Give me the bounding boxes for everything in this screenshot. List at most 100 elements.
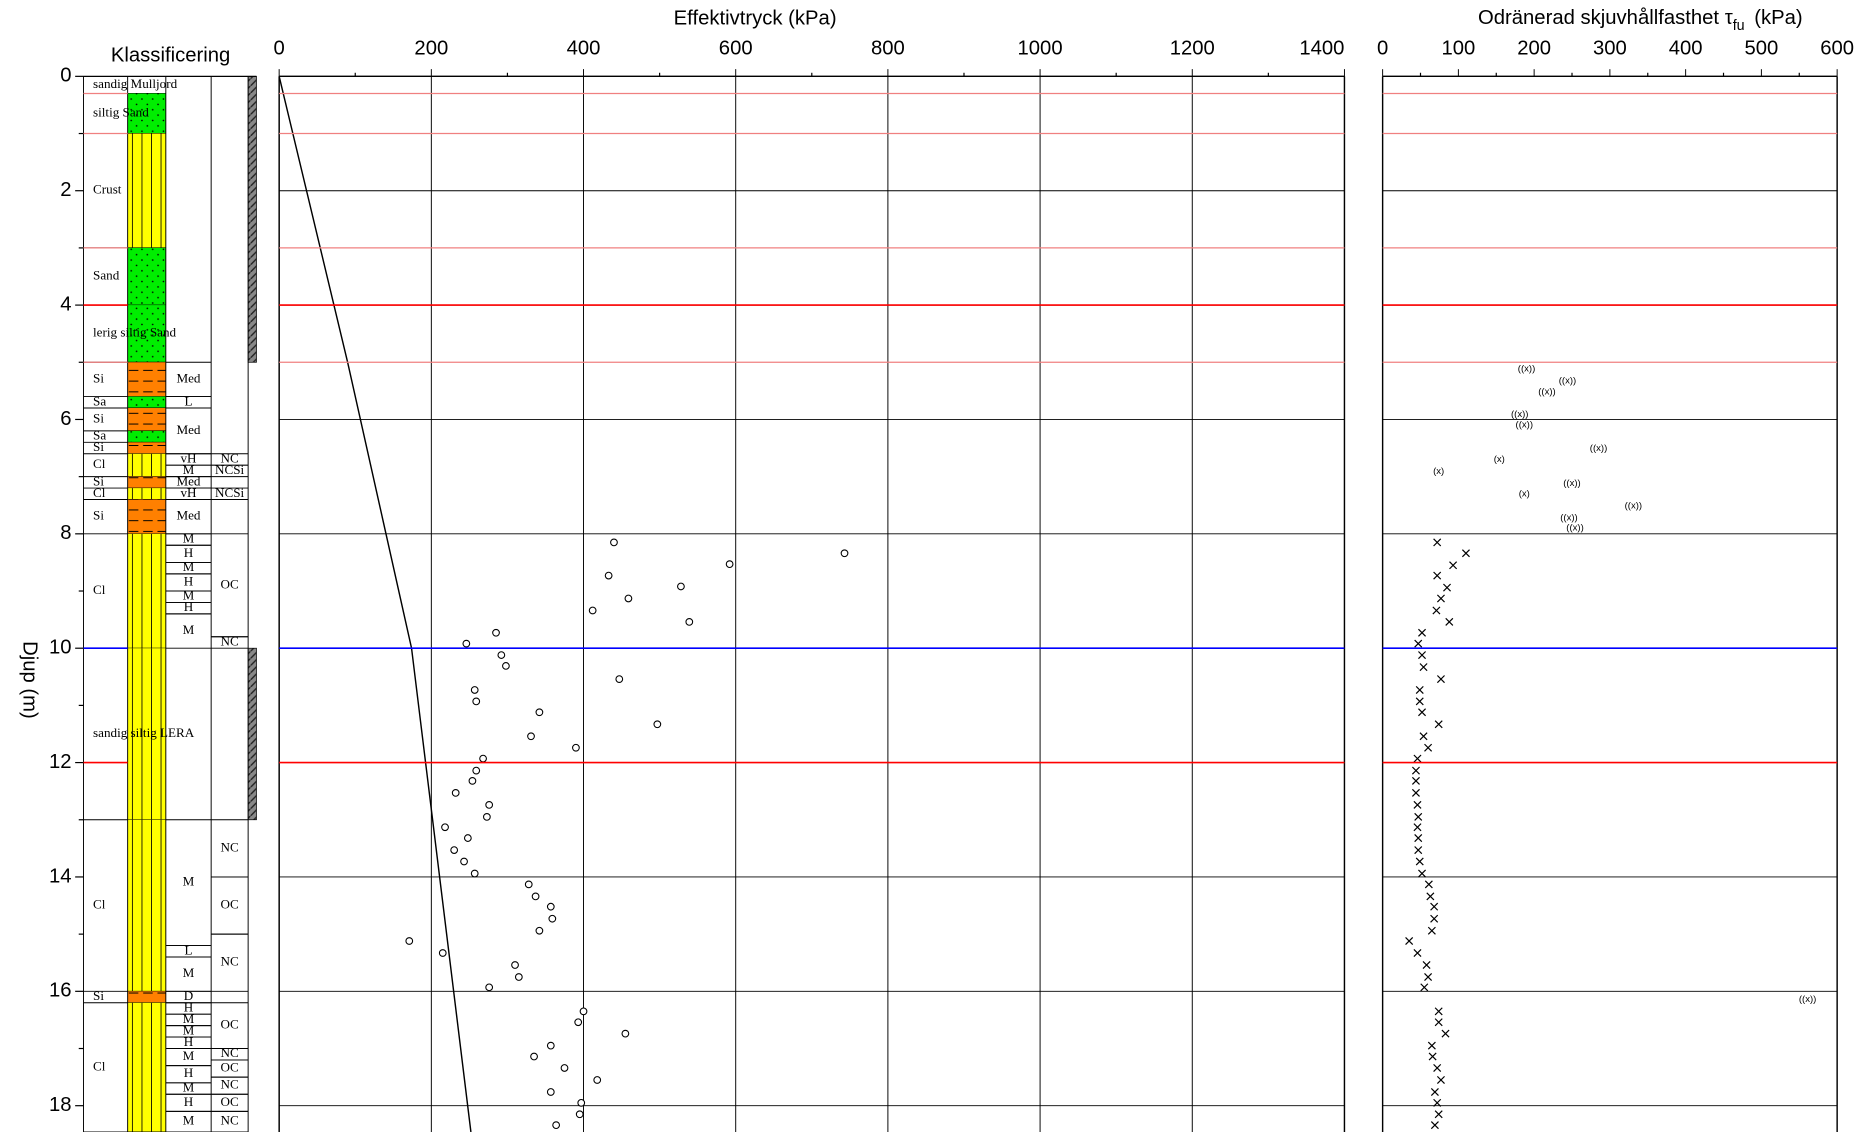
pressure-point xyxy=(577,1098,586,1107)
shear-point xyxy=(1432,606,1441,615)
layer-label: Si xyxy=(93,988,104,1003)
strength-label: D xyxy=(184,988,193,1003)
pressure-point xyxy=(624,594,633,603)
shear-point xyxy=(1430,1121,1439,1130)
shear-point-label: ((x)) xyxy=(1511,409,1528,420)
pressure-point xyxy=(579,1007,588,1016)
history-label: NC xyxy=(221,839,239,854)
pressure-point xyxy=(546,1088,555,1096)
history-label: NC xyxy=(221,954,239,969)
x-tick-label: 400 xyxy=(1669,37,1703,59)
shear-point xyxy=(1414,639,1423,648)
pressure-point xyxy=(462,639,471,648)
x-tick-label: 100 xyxy=(1441,37,1475,59)
soil-pattern xyxy=(127,476,166,489)
pressure-point xyxy=(497,651,506,659)
shear-point xyxy=(1413,754,1422,763)
soil-pattern xyxy=(127,430,166,443)
shear-title-unit: (kPa) xyxy=(1754,7,1802,29)
shear-point xyxy=(1411,788,1420,797)
strength-label: Med xyxy=(176,370,200,385)
x-tick-label: 600 xyxy=(1820,37,1854,59)
layer-label: Cl xyxy=(93,485,106,500)
history-label: NC xyxy=(221,634,239,649)
pressure-point xyxy=(546,902,555,911)
pressure-point xyxy=(502,662,510,670)
soil-pattern xyxy=(127,533,166,649)
depth-axis-label: Djup (m) xyxy=(18,641,40,719)
history-label: NC xyxy=(221,1077,239,1092)
shear-point xyxy=(1424,743,1433,752)
strength-label: H xyxy=(184,1065,194,1080)
y-tick-label: 10 xyxy=(49,637,72,659)
strength-label: M xyxy=(183,1011,195,1026)
strength-label: L xyxy=(184,942,192,957)
shear-point-label: ((x)) xyxy=(1516,420,1533,431)
pressure-point xyxy=(472,766,481,775)
shear-point xyxy=(1414,846,1423,855)
strength-label: M xyxy=(183,462,195,477)
shear-point-label: ((x)) xyxy=(1559,376,1576,387)
strength-label: vH xyxy=(180,451,197,466)
soil-pattern xyxy=(127,453,166,477)
sample-interval xyxy=(247,647,257,821)
strength-label: vH xyxy=(180,485,197,500)
shear-point xyxy=(1419,663,1428,672)
soil-pattern xyxy=(127,499,166,534)
strength-label: M xyxy=(183,1022,195,1037)
x-tick-label: 1000 xyxy=(1018,37,1063,59)
x-tick-label: 1200 xyxy=(1170,37,1215,59)
shear-point xyxy=(1414,834,1423,843)
y-tick-label: 16 xyxy=(49,980,72,1002)
strength-label: Med xyxy=(176,473,200,488)
classification-title: Klassificering xyxy=(111,44,230,66)
soil-pattern xyxy=(127,1002,166,1132)
shear-point xyxy=(1413,800,1422,809)
soil-pattern xyxy=(127,991,166,1003)
x-tick-label: 300 xyxy=(1593,37,1627,59)
x-tick-label: 0 xyxy=(274,37,285,59)
layer-label: Cl xyxy=(93,1058,106,1073)
shear-point xyxy=(1430,1087,1439,1096)
pressure-point xyxy=(524,880,533,889)
shear-point-label: (x) xyxy=(1433,466,1444,477)
strength-label: H xyxy=(184,573,194,588)
pressure-line xyxy=(278,76,472,1132)
pressure-point xyxy=(546,1041,555,1050)
sample-interval xyxy=(247,75,257,363)
pressure-point xyxy=(615,675,624,683)
shear-point xyxy=(1427,926,1436,935)
pressure-point xyxy=(572,743,580,752)
pressure-point xyxy=(485,983,494,992)
strength-label: M xyxy=(183,1048,195,1063)
strength-label: M xyxy=(183,588,195,603)
pressure-point xyxy=(470,686,479,694)
pressure-point xyxy=(548,914,557,923)
shear-point-label: ((x)) xyxy=(1566,523,1583,534)
pressure-point xyxy=(463,834,472,842)
y-tick-label: 2 xyxy=(60,179,71,201)
x-tick-label: 600 xyxy=(719,37,753,59)
layer-label: Cl xyxy=(93,456,106,471)
history-label: NC xyxy=(221,1045,239,1060)
shear-point xyxy=(1426,892,1435,901)
history-label: NC xyxy=(221,451,239,466)
layer-label: Si xyxy=(93,508,104,523)
y-tick-label: 8 xyxy=(60,522,71,544)
pressure-point xyxy=(610,538,618,547)
shear-point-label: ((x)) xyxy=(1560,512,1577,523)
pressure-point xyxy=(653,720,662,729)
x-tick-label: 1400 xyxy=(1299,37,1344,59)
strength-label: M xyxy=(183,874,195,889)
shear-point-label: ((x)) xyxy=(1518,364,1535,375)
shear-title-text: Odränerad skjuvhållfasthet τ xyxy=(1478,7,1733,29)
strength-label: Med xyxy=(176,508,200,523)
shear-point xyxy=(1418,628,1427,637)
pressure-point xyxy=(483,813,491,821)
shear-point xyxy=(1433,1098,1442,1107)
soil-layer xyxy=(127,76,166,94)
shear-point xyxy=(1413,823,1422,832)
pressure-point xyxy=(588,606,597,615)
shear-point xyxy=(1461,549,1470,558)
history-label: NC xyxy=(221,1113,239,1128)
